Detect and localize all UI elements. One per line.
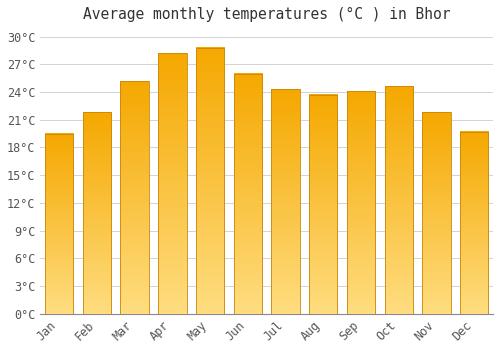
Bar <box>158 53 186 314</box>
Bar <box>272 89 299 314</box>
Bar <box>83 112 111 314</box>
Bar <box>234 74 262 314</box>
Bar <box>196 48 224 314</box>
Bar <box>309 95 338 314</box>
Bar <box>460 132 488 314</box>
Bar <box>422 112 450 314</box>
Bar <box>347 91 375 314</box>
Title: Average monthly temperatures (°C ) in Bhor: Average monthly temperatures (°C ) in Bh… <box>83 7 450 22</box>
Bar <box>120 81 149 314</box>
Bar <box>384 86 413 314</box>
Bar <box>45 134 74 314</box>
